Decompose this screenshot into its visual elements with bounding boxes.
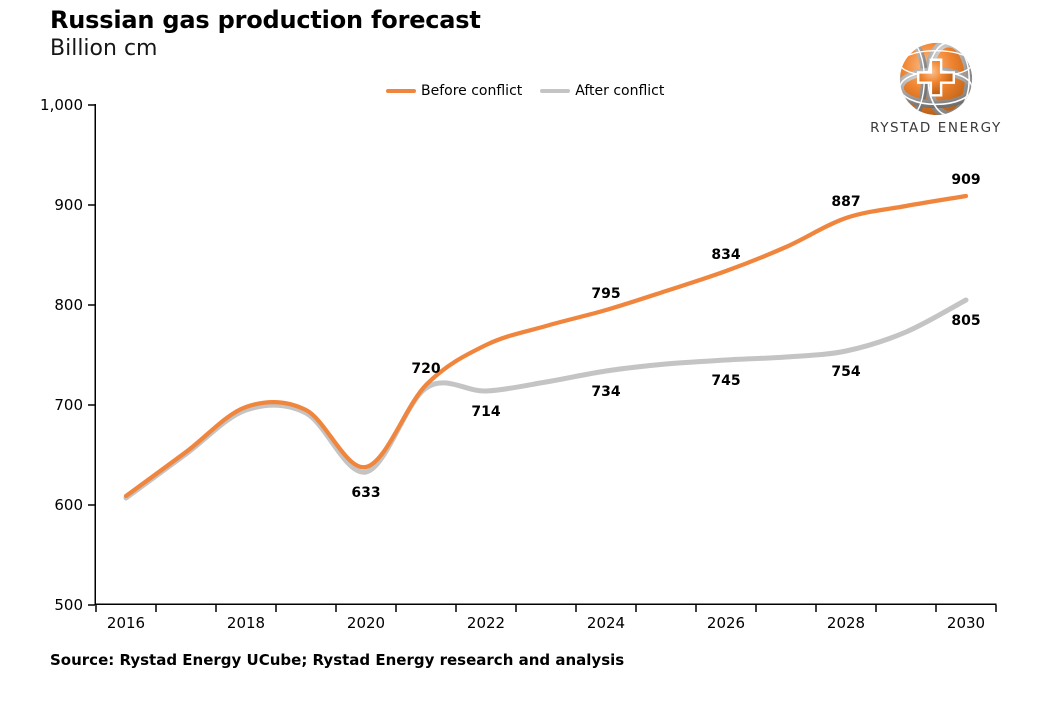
x-tick-label: 2028 xyxy=(827,614,865,632)
legend-label-after-conflict: After conflict xyxy=(575,83,665,99)
legend-item-before-conflict: Before conflict xyxy=(386,83,522,99)
logo-brand-text: RYSTAD ENERGY xyxy=(870,120,1002,136)
data-label-after-2024: 734 xyxy=(591,384,620,400)
x-tick-label: 2020 xyxy=(347,614,385,632)
x-tick-label: 2018 xyxy=(227,614,265,632)
data-label-before-2030: 909 xyxy=(951,172,980,188)
legend-label-before-conflict: Before conflict xyxy=(421,83,523,99)
data-label-before-2026: 834 xyxy=(711,247,740,263)
x-tick-label: 2030 xyxy=(947,614,985,632)
page-subtitle: Billion cm xyxy=(50,36,158,61)
series-line-before-conflict xyxy=(123,193,969,499)
y-tick-label: 800 xyxy=(54,296,83,314)
legend-swatch-before-conflict xyxy=(386,89,416,93)
data-label-after-2026: 745 xyxy=(711,373,740,389)
y-tick-label: 500 xyxy=(54,596,83,614)
y-tick-label: 600 xyxy=(54,496,83,514)
rystad-energy-logo: RYSTAD ENERGY xyxy=(858,40,1014,136)
x-tick-label: 2026 xyxy=(707,614,745,632)
source-note: Source: Rystad Energy UCube; Rystad Ener… xyxy=(50,651,625,669)
globe-icon xyxy=(899,42,973,116)
legend-swatch-after-conflict xyxy=(540,89,571,93)
data-label-after-2028: 754 xyxy=(831,364,860,380)
chart-legend: Before conflict After conflict xyxy=(386,83,664,99)
y-tick-label: 900 xyxy=(54,196,83,214)
page-title: Russian gas production forecast xyxy=(50,6,481,34)
legend-item-after-conflict: After conflict xyxy=(540,83,664,99)
y-tick-label: 700 xyxy=(54,396,83,414)
x-tick-label: 2016 xyxy=(107,614,145,632)
data-label-after-2022: 714 xyxy=(471,404,500,420)
x-tick-label: 2024 xyxy=(587,614,625,632)
data-label-before-2028: 887 xyxy=(831,194,860,210)
axis-lines xyxy=(94,104,997,605)
data-label-before-2021: 720 xyxy=(411,361,440,377)
data-label-after-2020: 633 xyxy=(351,485,380,501)
x-tick-label: 2022 xyxy=(467,614,505,632)
data-label-after-2030: 805 xyxy=(951,313,980,329)
data-label-before-2024: 795 xyxy=(591,286,620,302)
series-line-after-conflict xyxy=(123,297,969,501)
y-tick-label: 1,000 xyxy=(40,96,83,114)
